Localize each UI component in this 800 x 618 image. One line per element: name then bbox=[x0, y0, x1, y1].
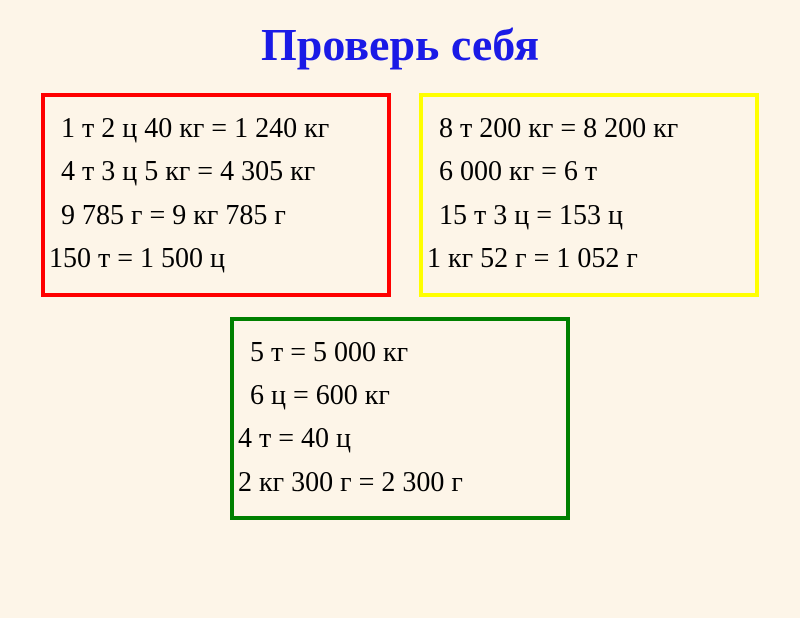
box-right-line-0: 8 т 200 кг = 8 200 кг bbox=[439, 107, 739, 150]
box-right-line-2: 15 т 3 ц = 153 ц bbox=[439, 194, 739, 237]
box-left-line-0: 1 т 2 ц 40 кг = 1 240 кг bbox=[61, 107, 371, 150]
box-bottom: 5 т = 5 000 кг 6 ц = 600 кг 4 т = 40 ц 2… bbox=[230, 317, 570, 521]
box-bottom-line-2: 4 т = 40 ц bbox=[238, 417, 550, 460]
box-left-line-1: 4 т 3 ц 5 кг = 4 305 кг bbox=[61, 150, 371, 193]
box-bottom-line-0: 5 т = 5 000 кг bbox=[250, 331, 550, 374]
box-bottom-line-3: 2 кг 300 г = 2 300 г bbox=[238, 461, 550, 504]
box-left-line-3: 150 т = 1 500 ц bbox=[49, 237, 371, 280]
box-right-line-1: 6 000 кг = 6 т bbox=[439, 150, 739, 193]
box-right: 8 т 200 кг = 8 200 кг 6 000 кг = 6 т 15 … bbox=[419, 93, 759, 297]
box-left: 1 т 2 ц 40 кг = 1 240 кг 4 т 3 ц 5 кг = … bbox=[41, 93, 391, 297]
box-bottom-line-1: 6 ц = 600 кг bbox=[250, 374, 550, 417]
top-row: 1 т 2 ц 40 кг = 1 240 кг 4 т 3 ц 5 кг = … bbox=[0, 93, 800, 297]
box-left-line-2: 9 785 г = 9 кг 785 г bbox=[61, 194, 371, 237]
page-title: Проверь себя bbox=[0, 18, 800, 71]
box-right-line-3: 1 кг 52 г = 1 052 г bbox=[427, 237, 739, 280]
